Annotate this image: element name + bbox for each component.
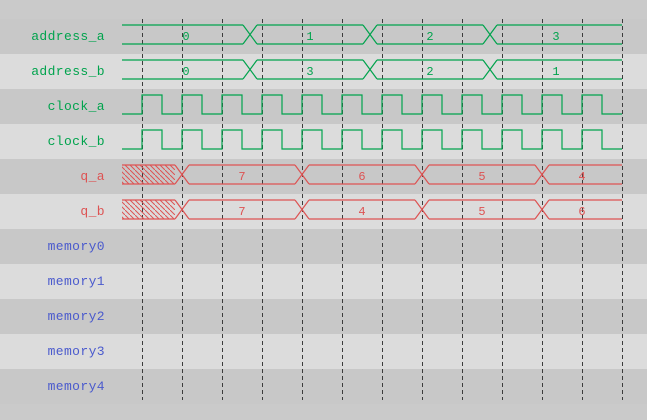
bus-value-label: 6 — [578, 205, 585, 219]
bus-transition — [534, 199, 550, 220]
bus-transition — [362, 59, 378, 80]
bus-value-label: 4 — [358, 205, 365, 219]
bus-value-label: 2 — [426, 65, 433, 79]
bus-value-label: 1 — [552, 65, 559, 79]
bus-transition — [294, 199, 310, 220]
signal-label-memory2[interactable]: memory2 — [47, 309, 105, 324]
signal-row-memory1[interactable]: memory1 — [0, 264, 647, 299]
bus-value-label: 3 — [306, 65, 313, 79]
bus-transition — [414, 164, 430, 185]
bus-value-label: 7 — [238, 170, 245, 184]
clock-wave-clock_b — [122, 129, 622, 150]
bus-value-label: 4 — [578, 170, 585, 184]
bus-transition — [294, 164, 310, 185]
bus-value-label: 6 — [358, 170, 365, 184]
signal-row-memory4[interactable]: memory4 — [0, 369, 647, 404]
signal-label-address_a[interactable]: address_a — [31, 29, 105, 44]
signal-row-memory2[interactable]: memory2 — [0, 299, 647, 334]
unknown-hatch-q_a — [122, 165, 175, 184]
signal-label-clock_a[interactable]: clock_a — [47, 99, 105, 114]
bus-value-label: 0 — [182, 30, 189, 44]
bus-value-label: 2 — [426, 30, 433, 44]
signal-label-memory1[interactable]: memory1 — [47, 274, 105, 289]
bus-value-label: 1 — [306, 30, 313, 44]
bus-transition — [174, 199, 190, 220]
bus-value-label: 7 — [238, 205, 245, 219]
bus-transition — [534, 164, 550, 185]
bus-transition — [174, 164, 190, 185]
signal-label-clock_b[interactable]: clock_b — [47, 134, 105, 149]
signal-label-memory3[interactable]: memory3 — [47, 344, 105, 359]
signal-label-address_b[interactable]: address_b — [31, 64, 105, 79]
bus-value-label: 3 — [552, 30, 559, 44]
bus-value-label: 0 — [182, 65, 189, 79]
bus-value-label: 5 — [478, 170, 485, 184]
bus-transition — [482, 59, 498, 80]
signal-row-clock_b[interactable]: clock_b — [0, 124, 647, 159]
bus-transition — [242, 24, 258, 45]
signal-label-memory4[interactable]: memory4 — [47, 379, 105, 394]
bus-transition — [482, 24, 498, 45]
bus-transition — [414, 199, 430, 220]
signal-row-clock_a[interactable]: clock_a — [0, 89, 647, 124]
signal-label-q_b[interactable]: q_b — [80, 204, 105, 219]
unknown-hatch-q_b — [122, 200, 175, 219]
bus-transition — [242, 59, 258, 80]
signal-row-memory3[interactable]: memory3 — [0, 334, 647, 369]
signal-row-memory0[interactable]: memory0 — [0, 229, 647, 264]
bus-value-label: 5 — [478, 205, 485, 219]
signal-label-q_a[interactable]: q_a — [80, 169, 105, 184]
bus-transition — [362, 24, 378, 45]
signal-label-memory0[interactable]: memory0 — [47, 239, 105, 254]
clock-wave-clock_a — [122, 94, 622, 115]
